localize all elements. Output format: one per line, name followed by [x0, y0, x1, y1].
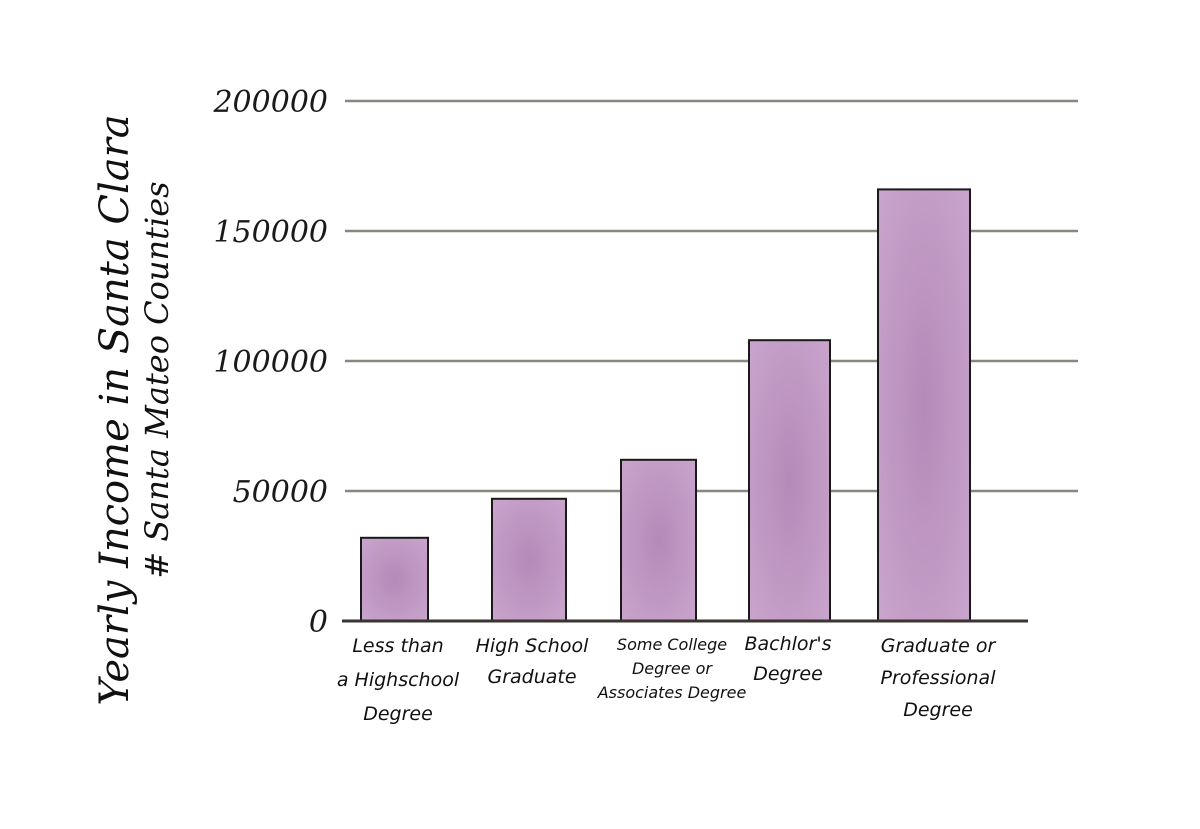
y-tick-label: 200000 [212, 85, 328, 120]
bars [360, 188, 971, 622]
x-category-label: Graduate or Professional Degree [881, 635, 997, 721]
bar [748, 339, 831, 622]
y-axis-label-line2: # Santa Mateo Counties [138, 181, 176, 578]
x-axis-categories: Less than a Highschool Degree High School Gr… [337, 633, 997, 725]
y-axis-label-line1: Yearly Income in Santa Clara [92, 114, 138, 705]
x-category-label: Bachlor's Degree [744, 633, 831, 685]
bar [360, 536, 429, 622]
x-category-label: Less than a Highschool Degree [337, 635, 460, 725]
y-axis-title: Yearly Income in Santa Clara # Santa Mat… [92, 114, 176, 705]
bar [877, 188, 971, 622]
y-tick-label: 0 [309, 605, 328, 640]
x-category-label: Some College Degree or Associates Degree [597, 635, 747, 702]
x-category-label: High School Graduate [476, 635, 590, 688]
y-tick-label: 50000 [233, 475, 328, 510]
y-tick-label: 100000 [213, 345, 328, 380]
y-tick-label: 150000 [213, 215, 328, 250]
y-axis-ticks: 0 50000 100000 150000 200000 [212, 85, 328, 640]
bar [491, 497, 567, 622]
bar [620, 458, 697, 622]
